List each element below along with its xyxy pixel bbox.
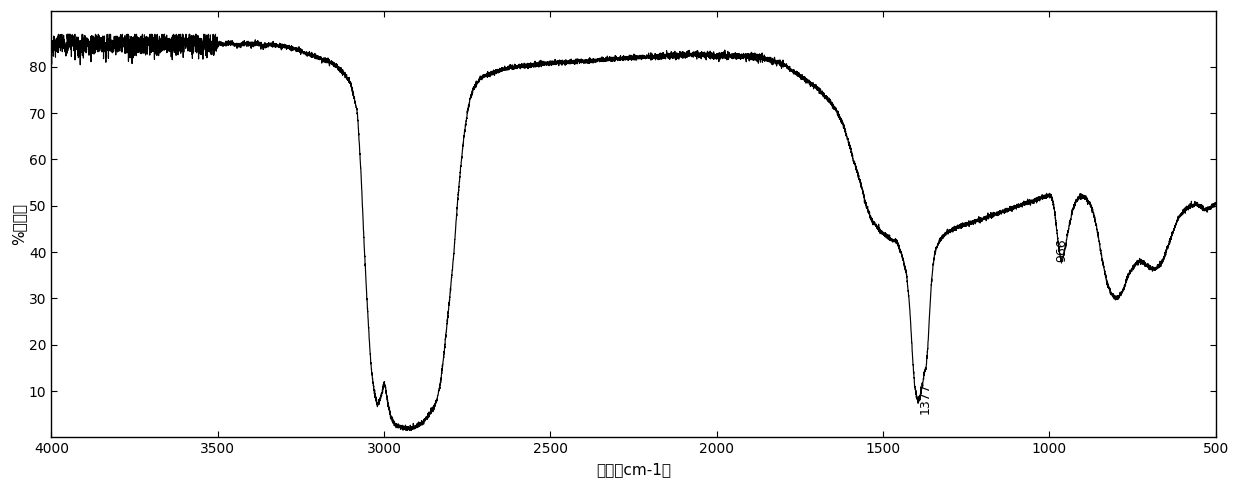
Y-axis label: %透过率: %透过率 [11, 203, 26, 245]
Text: 1377: 1377 [919, 382, 932, 414]
Text: 966: 966 [1055, 238, 1069, 262]
X-axis label: 波数（cm-1）: 波数（cm-1） [596, 462, 671, 477]
